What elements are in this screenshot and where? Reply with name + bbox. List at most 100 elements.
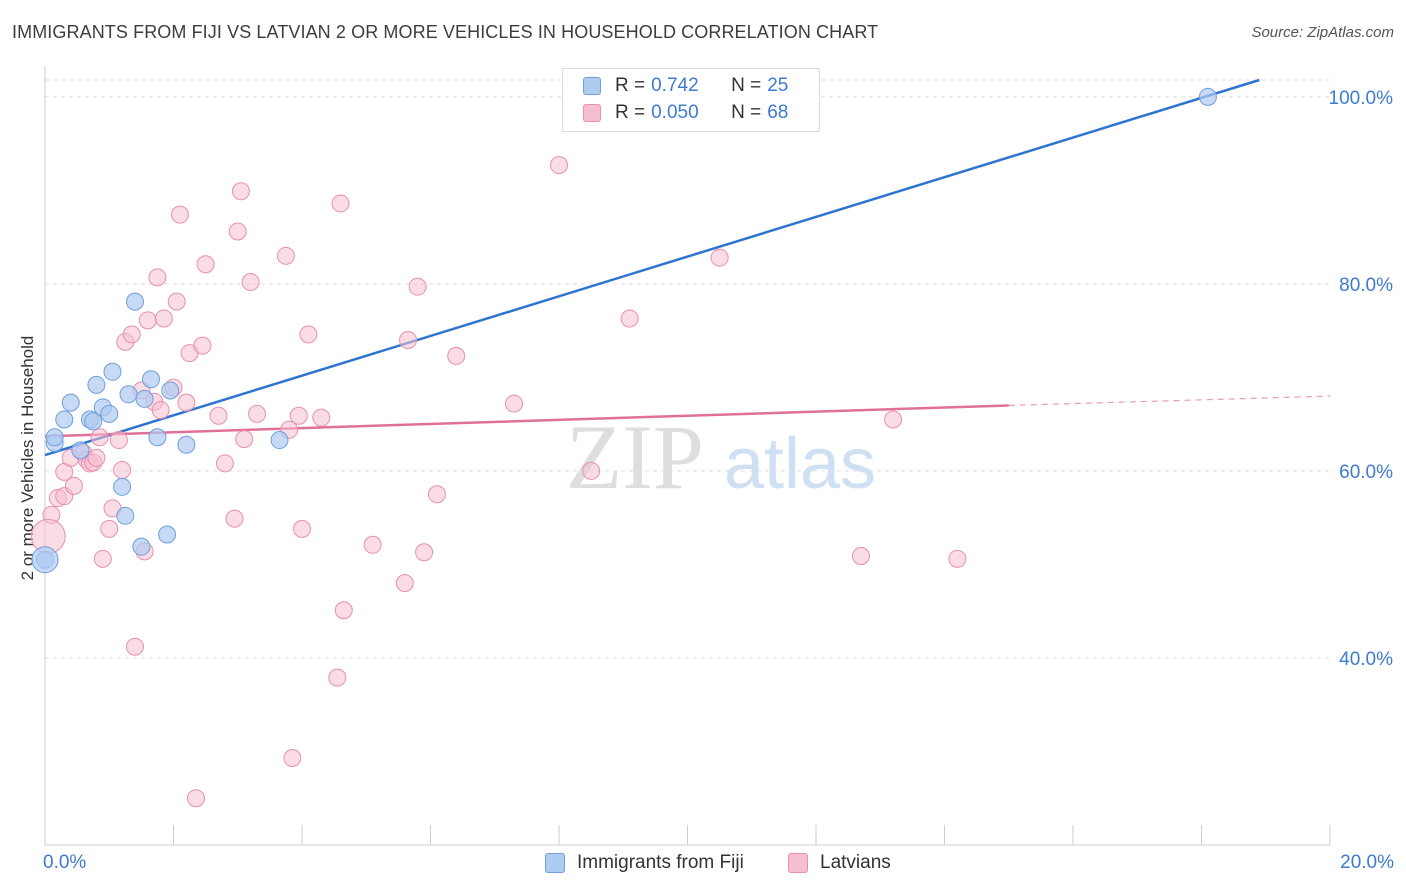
fiji-point [100, 404, 119, 423]
watermark: ZIP atlas [566, 406, 876, 508]
latvians-point [177, 393, 196, 412]
latvians-point [710, 248, 729, 267]
fiji-swatch [583, 77, 601, 95]
data-points [30, 87, 1217, 808]
fiji-point [1198, 87, 1217, 106]
latvians-point [93, 549, 112, 568]
n-value: 68 [767, 102, 789, 123]
n-label: N = [731, 102, 762, 123]
legend-item-fiji: Immigrants from Fiji [545, 852, 744, 874]
fiji-point [148, 428, 167, 447]
latvians-point [113, 460, 132, 479]
latvians-point [363, 535, 382, 554]
latvians-swatch [788, 853, 808, 873]
latvians-point [138, 311, 157, 330]
latvians-point [241, 273, 260, 292]
fiji-point [45, 428, 64, 447]
latvians-point [148, 268, 167, 287]
latvians-point [154, 309, 173, 328]
latvians-point [293, 519, 311, 538]
latvians-point [170, 205, 189, 224]
latvians-point [447, 346, 466, 365]
legend-row-fiji: R = 0.742 N = 25 [583, 73, 788, 99]
latvians-point [167, 292, 186, 311]
latvians-point [395, 574, 414, 593]
latvians-point [620, 309, 639, 328]
latvians-point [408, 277, 427, 296]
latvians-point [109, 431, 128, 450]
latvians-point [248, 404, 267, 423]
latvians-point [851, 547, 870, 566]
latvians-point [90, 428, 109, 447]
fiji-point [84, 412, 103, 431]
latvians-point [427, 485, 446, 504]
latvians-point [884, 410, 903, 429]
latvians-point [283, 749, 302, 768]
legend-item-latvians: Latvians [788, 852, 891, 874]
latvians-point [948, 549, 967, 568]
fiji-swatch [545, 853, 565, 873]
fiji-point [87, 375, 106, 394]
legend-label-fiji: Immigrants from Fiji [577, 852, 744, 873]
r-label: R = [615, 75, 646, 96]
latvians-point [186, 789, 205, 808]
y-tick-label: 60.0% [1339, 462, 1393, 483]
x-tick-min: 0.0% [43, 852, 87, 873]
fiji-point [177, 435, 196, 454]
fiji-trend-line [44, 78, 1260, 457]
latvians-point [334, 601, 353, 620]
fiji-point [135, 389, 154, 408]
latvians-point [550, 156, 568, 175]
r-label: R = [615, 102, 646, 123]
n-label: N = [731, 75, 762, 96]
fiji-point [103, 362, 122, 381]
correlation-legend: R = 0.742 N = 25 R = 0.050 N = 68 [562, 68, 820, 132]
latvians-point [289, 406, 308, 425]
fiji-point [270, 431, 289, 450]
latvians-trend-extension [1008, 395, 1331, 407]
trend-lines [44, 78, 1331, 457]
x-tick-max: 20.0% [1340, 852, 1394, 873]
fiji-point [61, 393, 80, 412]
latvians-point [196, 255, 215, 274]
latvians-trend-line [44, 404, 1009, 438]
n-value: 25 [767, 75, 789, 96]
gridlines [45, 79, 1330, 659]
watermark-atlas: atlas [724, 424, 876, 504]
y-tick-labels: 40.0% 60.0% 80.0% 100.0% [1329, 88, 1394, 670]
latvians-point [64, 476, 83, 495]
fiji-point [71, 441, 90, 460]
latvians-point [151, 401, 170, 420]
latvians-point [312, 408, 331, 427]
latvians-swatch [583, 104, 601, 122]
latvians-point [331, 194, 350, 213]
latvians-point [276, 246, 295, 265]
fiji-point [113, 477, 132, 496]
watermark-zip: ZIP [566, 406, 704, 508]
latvians-point [235, 430, 254, 449]
latvians-point [209, 406, 228, 425]
fiji-point [125, 292, 144, 311]
fiji-point [31, 546, 59, 574]
latvians-point [399, 330, 418, 349]
latvians-point [228, 222, 247, 241]
latvians-point [582, 461, 601, 480]
latvians-point [100, 519, 119, 538]
legend-row-latvians: R = 0.050 N = 68 [583, 100, 788, 126]
latvians-point [415, 543, 434, 562]
fiji-point [132, 537, 151, 556]
y-tick-label: 80.0% [1339, 275, 1393, 296]
r-value: 0.742 [651, 75, 699, 96]
latvians-point [505, 394, 524, 413]
y-tick-label: 40.0% [1339, 649, 1393, 670]
y-tick-label: 100.0% [1329, 88, 1394, 109]
legend-label-latvians: Latvians [820, 852, 891, 873]
chart-title: IMMIGRANTS FROM FIJI VS LATVIAN 2 OR MOR… [12, 22, 879, 42]
latvians-point [122, 325, 141, 344]
latvians-point [225, 509, 244, 528]
axes [44, 66, 1331, 846]
fiji-point [116, 506, 135, 525]
fiji-point [158, 525, 177, 544]
latvians-point [87, 448, 106, 467]
